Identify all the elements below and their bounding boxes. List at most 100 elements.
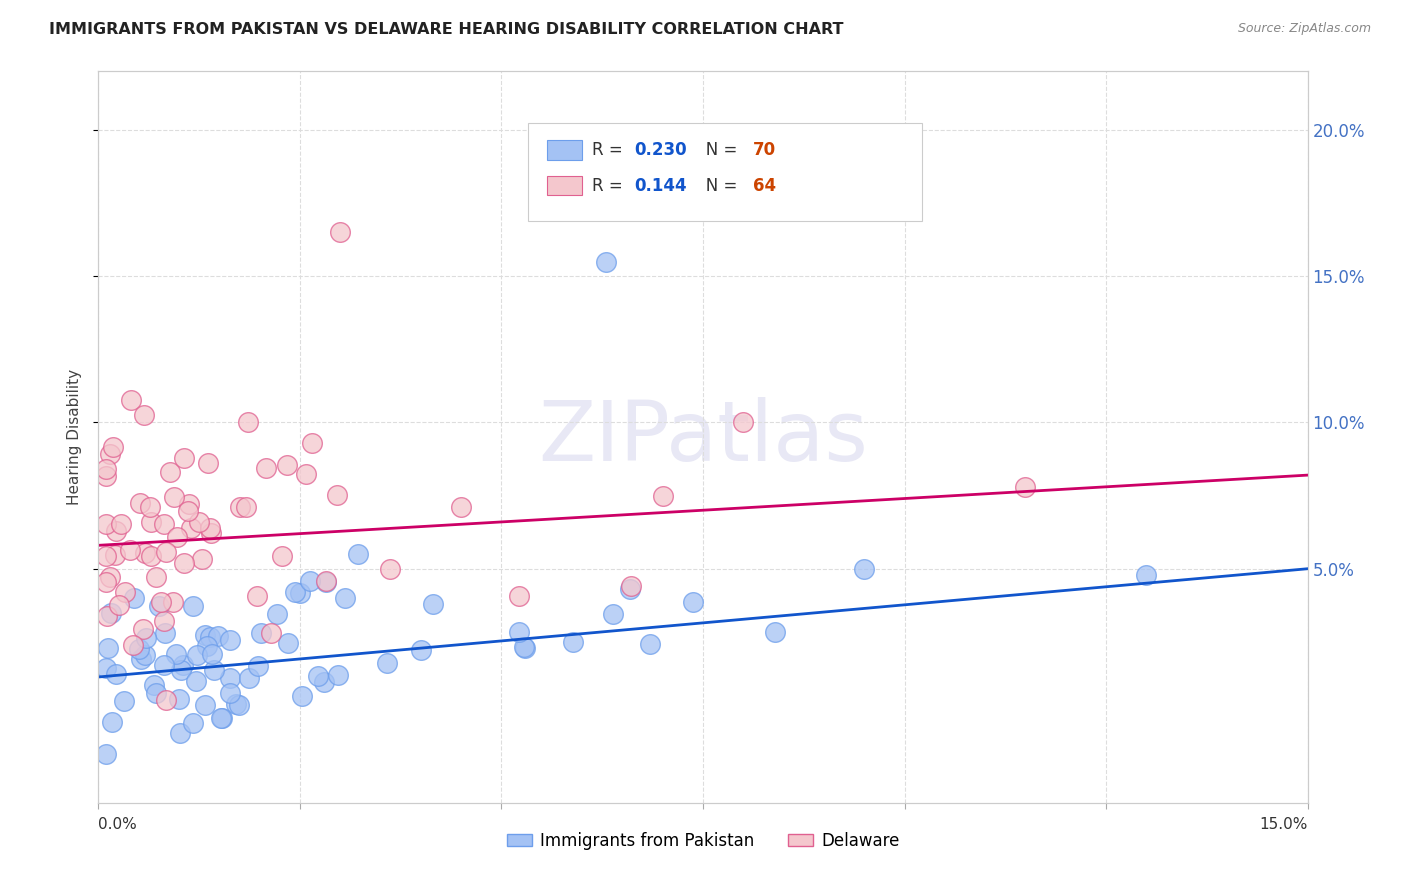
Point xyxy=(176,504,198,518)
Point xyxy=(235,500,257,514)
Point xyxy=(228,698,250,712)
Point xyxy=(152,614,174,628)
Text: N =: N = xyxy=(690,177,742,194)
Point xyxy=(211,711,233,725)
Point xyxy=(200,521,222,535)
Point xyxy=(181,599,204,613)
Point xyxy=(166,530,188,544)
Point xyxy=(153,658,176,673)
Point xyxy=(96,747,118,762)
Point xyxy=(163,491,186,505)
Text: 0.230: 0.230 xyxy=(634,141,686,159)
Point xyxy=(562,635,585,649)
Point xyxy=(326,488,349,502)
Point xyxy=(329,225,352,239)
Point xyxy=(291,689,314,703)
Point xyxy=(96,516,118,531)
Point xyxy=(315,574,337,589)
Point xyxy=(100,714,122,729)
Point xyxy=(145,570,167,584)
Point xyxy=(155,692,177,706)
Point xyxy=(1135,567,1157,582)
Point xyxy=(112,693,135,707)
Text: Source: ZipAtlas.com: Source: ZipAtlas.com xyxy=(1237,22,1371,36)
Point xyxy=(122,591,145,606)
Point xyxy=(132,622,155,636)
Text: R =: R = xyxy=(592,141,627,159)
Point xyxy=(96,462,118,476)
Point xyxy=(218,671,240,685)
Point xyxy=(277,635,299,649)
Text: N =: N = xyxy=(690,141,742,159)
Point xyxy=(333,591,356,605)
Point xyxy=(620,579,643,593)
Legend: Immigrants from Pakistan, Delaware: Immigrants from Pakistan, Delaware xyxy=(501,825,905,856)
Point xyxy=(209,711,232,725)
Point xyxy=(326,668,349,682)
Text: ZIPatlas: ZIPatlas xyxy=(538,397,868,477)
Point xyxy=(450,500,472,514)
Point xyxy=(186,648,208,662)
Y-axis label: Hearing Disability: Hearing Disability xyxy=(67,369,83,505)
Point xyxy=(108,599,131,613)
Point xyxy=(183,715,205,730)
Point xyxy=(218,633,240,648)
Text: 0.0%: 0.0% xyxy=(98,817,138,832)
Point xyxy=(100,570,122,584)
Point xyxy=(145,685,167,699)
Point xyxy=(271,549,294,563)
Text: 0.144: 0.144 xyxy=(634,177,686,194)
Point xyxy=(100,606,122,620)
Point xyxy=(602,607,624,622)
Point xyxy=(307,669,329,683)
Point xyxy=(853,562,876,576)
Point xyxy=(139,500,162,514)
Point xyxy=(187,515,209,529)
Point xyxy=(411,643,433,657)
Point xyxy=(288,586,311,600)
Point xyxy=(219,686,242,700)
Point xyxy=(250,626,273,640)
Point xyxy=(513,640,536,654)
Point xyxy=(104,549,127,563)
Point xyxy=(197,639,219,653)
Point xyxy=(179,498,201,512)
Point xyxy=(651,489,673,503)
Point xyxy=(266,607,288,622)
Point xyxy=(135,632,157,646)
Point xyxy=(422,597,444,611)
Text: IMMIGRANTS FROM PAKISTAN VS DELAWARE HEARING DISABILITY CORRELATION CHART: IMMIGRANTS FROM PAKISTAN VS DELAWARE HEA… xyxy=(49,22,844,37)
Point xyxy=(167,692,190,706)
Point xyxy=(155,625,177,640)
Point xyxy=(1014,480,1036,494)
Point xyxy=(508,589,530,603)
Point xyxy=(194,628,217,642)
Point xyxy=(682,594,704,608)
Point xyxy=(98,447,121,461)
Point xyxy=(134,648,156,662)
Text: R =: R = xyxy=(592,177,627,194)
Point xyxy=(132,408,155,422)
Point xyxy=(134,546,156,560)
Point xyxy=(104,524,127,538)
Point xyxy=(201,647,224,661)
Point xyxy=(513,640,536,655)
Point xyxy=(153,517,176,532)
Point xyxy=(260,626,283,640)
Point xyxy=(114,585,136,599)
Point xyxy=(294,467,316,481)
Point xyxy=(229,500,252,514)
Point xyxy=(128,642,150,657)
Point xyxy=(254,461,277,475)
Point xyxy=(173,557,195,571)
Point xyxy=(733,416,755,430)
Point xyxy=(197,456,219,470)
Point xyxy=(96,574,118,589)
Point xyxy=(312,674,335,689)
Point xyxy=(619,582,641,597)
Point xyxy=(347,547,370,561)
Point xyxy=(378,562,401,576)
Point xyxy=(104,667,127,681)
Point xyxy=(172,657,194,672)
Point xyxy=(96,661,118,675)
